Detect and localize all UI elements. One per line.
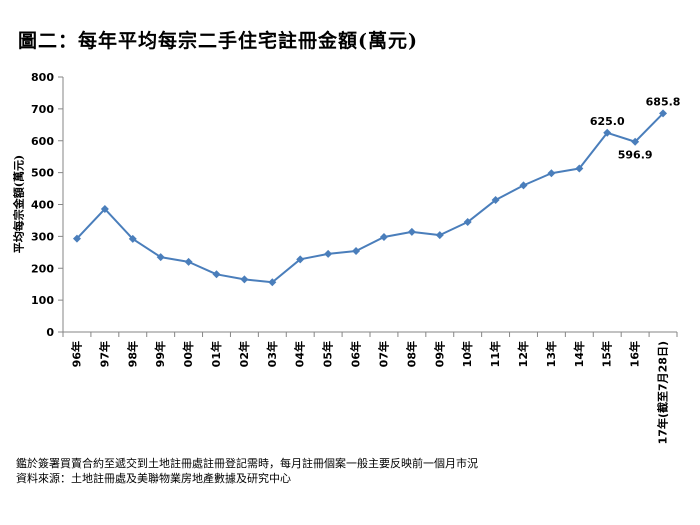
x-tick-label: 01年 [209, 341, 223, 367]
x-tick-label: 11年 [488, 341, 502, 367]
data-point-marker [519, 181, 528, 190]
data-label: 596.9 [618, 149, 653, 162]
y-tick-label: 300 [31, 230, 54, 243]
x-tick-label: 04年 [293, 341, 307, 367]
data-point-marker [352, 247, 361, 256]
x-tick-label: 99年 [153, 341, 167, 367]
x-tick-label: 06年 [349, 341, 363, 367]
x-tick-label: 98年 [125, 341, 139, 367]
y-axis-title: 平均每宗金額(萬元) [12, 155, 26, 253]
data-point-marker [324, 249, 333, 258]
data-point-marker [407, 227, 416, 236]
footnote-source: 資料來源：土地註冊處及美聯物業房地產數據及研究中心 [16, 472, 291, 485]
data-label: 625.0 [590, 115, 625, 128]
data-point-marker [100, 204, 109, 213]
chart-title: 圖二：每年平均每宗二手住宅註冊金額(萬元) [18, 30, 418, 52]
y-tick-label: 700 [31, 103, 54, 116]
data-point-marker [547, 169, 556, 178]
data-point-marker [575, 164, 584, 173]
y-tick-label: 800 [31, 71, 54, 84]
y-tick-label: 200 [31, 262, 54, 275]
x-tick-label: 13年 [544, 341, 558, 367]
data-point-marker [212, 270, 221, 279]
data-point-marker [603, 128, 612, 137]
x-tick-label: 05年 [321, 341, 335, 367]
footnotes: 鑑於簽署買賣合約至遞交到土地註冊處註冊登記需時，每月註冊個案一般主要反映前一個月… [16, 456, 478, 486]
x-tick-label: 00年 [181, 341, 195, 367]
data-point-marker [128, 234, 137, 243]
y-tick-label: 0 [46, 326, 54, 339]
data-point-marker [379, 233, 388, 242]
data-point-marker [435, 231, 444, 240]
x-tick-label: 03年 [265, 341, 279, 367]
x-tick-label: 12年 [516, 341, 530, 367]
x-tick-label: 10年 [460, 341, 474, 367]
data-label: 685.8 [646, 95, 681, 108]
x-tick-label: 16年 [628, 341, 642, 367]
x-tick-label: 96年 [69, 341, 83, 367]
y-tick-label: 500 [31, 167, 54, 180]
data-point-marker [184, 257, 193, 266]
x-tick-label: 97年 [97, 341, 111, 367]
x-tick-label: 15年 [600, 341, 614, 367]
x-tick-label: 07年 [376, 341, 390, 367]
x-tick-label: 02年 [237, 341, 251, 367]
series-line [76, 112, 664, 284]
data-point-marker [491, 196, 500, 205]
data-point-marker [268, 278, 277, 287]
data-point-marker [72, 234, 81, 243]
footnote-remark: 鑑於簽署買賣合約至遞交到土地註冊處註冊登記需時，每月註冊個案一般主要反映前一個月… [16, 457, 478, 470]
data-point-marker [156, 253, 165, 262]
y-tick-label: 400 [31, 199, 54, 212]
x-tick-label: 17年(截至7月28日) [656, 341, 670, 444]
x-tick-label: 08年 [404, 341, 418, 367]
y-tick-label: 100 [31, 294, 54, 307]
x-tick-label: 14年 [572, 341, 586, 367]
data-point-marker [463, 218, 472, 227]
data-point-marker [659, 109, 668, 118]
data-point-marker [296, 255, 305, 264]
data-point-marker [240, 275, 249, 284]
x-tick-label: 09年 [432, 341, 446, 367]
y-tick-label: 600 [31, 135, 54, 148]
data-point-marker [631, 137, 640, 146]
